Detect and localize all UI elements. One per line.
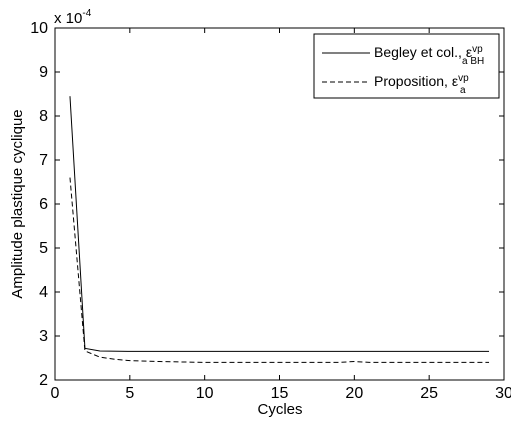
x-tick-label: 10 <box>196 385 214 402</box>
series-line-proposition <box>69 177 490 363</box>
legend-label-proposition: Proposition, εvp <box>374 73 469 90</box>
legend-box <box>313 33 500 99</box>
legend-label-begley: Begley et col., εvp <box>374 44 483 61</box>
y-scale-label: x 10-4 <box>54 8 92 27</box>
y-tick-label: 2 <box>39 372 48 389</box>
y-tick-label: 10 <box>30 20 48 37</box>
x-tick-label: 25 <box>420 385 438 402</box>
series-layer <box>69 96 490 363</box>
x-tick-label: 30 <box>495 385 511 402</box>
x-axis-label: Cycles <box>257 401 302 418</box>
series-line-begley <box>69 96 490 352</box>
y-tick-label: 9 <box>39 64 48 81</box>
x-tick-label: 15 <box>271 385 289 402</box>
legend: Begley et col., εvp a BH Proposition, εv… <box>313 33 500 99</box>
x-axis-ticks: 0 5 10 15 20 25 30 <box>51 28 511 402</box>
y-tick-label: 7 <box>39 152 48 169</box>
x-tick-label: 5 <box>125 385 134 402</box>
y-tick-label: 5 <box>39 240 48 257</box>
y-tick-label: 8 <box>39 108 48 125</box>
y-tick-label: 6 <box>39 196 48 213</box>
legend-subscript-begley: a BH <box>462 56 484 67</box>
y-tick-label: 3 <box>39 328 48 345</box>
x-tick-label: 0 <box>51 385 60 402</box>
y-axis-ticks: 2 3 4 5 6 7 8 9 10 <box>30 20 504 389</box>
y-axis-label: Amplitude plastique cyclique <box>9 109 26 298</box>
x-tick-label: 20 <box>345 385 363 402</box>
legend-subscript-proposition: a <box>460 85 466 96</box>
y-tick-label: 4 <box>39 284 48 301</box>
